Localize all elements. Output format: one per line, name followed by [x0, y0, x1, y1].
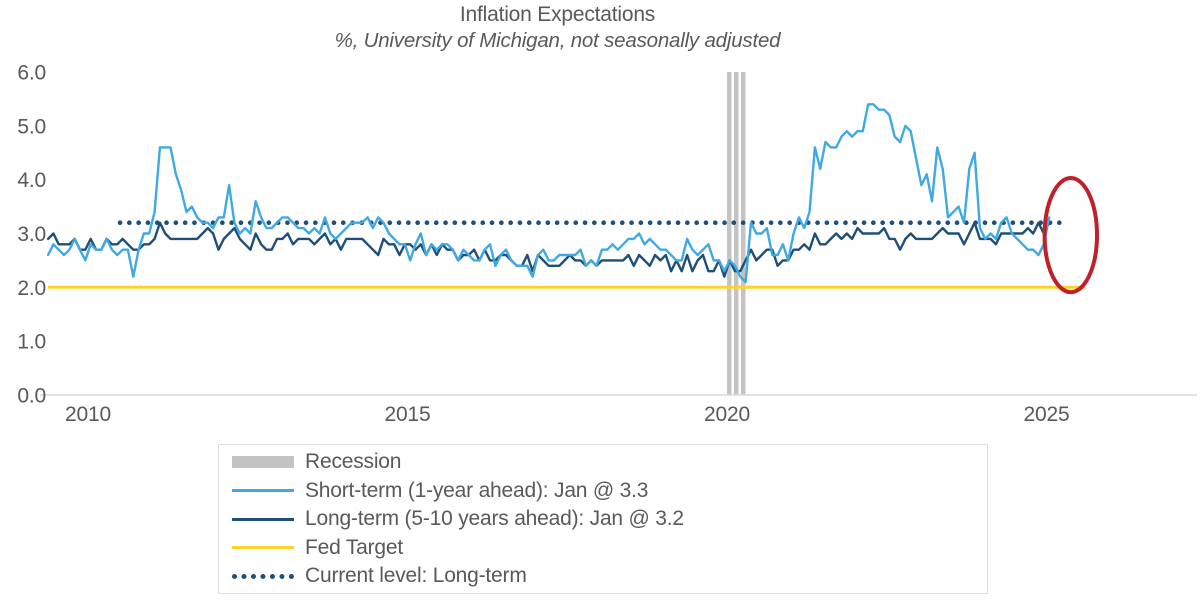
legend-swatch-recession — [232, 456, 294, 469]
short-term-line — [46, 103, 1051, 284]
legend-item-label: Short-term (1-year ahead): Jan @ 3.3 — [305, 478, 649, 502]
legend-item-current-level: Current level: Long-term — [219, 562, 987, 591]
legend-swatch-short-term — [232, 489, 294, 493]
x-tick-label: 2015 — [385, 403, 431, 426]
long-term-line — [46, 221, 1051, 278]
legend-item-label: Recession — [305, 450, 402, 474]
x-tick-label: 2020 — [704, 403, 750, 426]
y-tick-label: 6.0 — [17, 62, 46, 85]
line-swatch — [232, 517, 294, 521]
y-tick-label: 5.0 — [17, 115, 46, 138]
legend-item-fed-target: Fed Target — [219, 534, 987, 563]
legend-swatch-current-level — [232, 573, 294, 579]
y-tick-label: 2.0 — [17, 277, 46, 300]
chart-canvas: 0.0 1.0 2.0 3.0 4.0 5.0 6.0 2010 2015 2020 2025 — [17, 62, 1197, 426]
bar-swatch — [232, 456, 294, 469]
recession-band — [727, 72, 732, 395]
legend-item-short-term: Short-term (1-year ahead): Jan @ 3.3 — [219, 477, 987, 506]
y-tick-label: 3.0 — [17, 223, 46, 246]
line-swatch — [232, 546, 294, 550]
legend-item-label: Current level: Long-term — [305, 564, 527, 588]
legend-item-recession: Recession — [219, 448, 987, 477]
legend-item-label: Fed Target — [305, 535, 404, 559]
legend-swatch-long-term — [232, 517, 294, 521]
recession-band — [741, 72, 746, 395]
legend-item-long-term: Long-term (5-10 years ahead): Jan @ 3.2 — [219, 505, 987, 534]
y-tick-label: 0.0 — [17, 385, 46, 408]
x-tick-label: 2025 — [1024, 403, 1070, 426]
highlight-ellipse — [1042, 176, 1100, 295]
y-tick-label: 4.0 — [17, 169, 46, 192]
legend-item-label: Long-term (5-10 years ahead): Jan @ 3.2 — [305, 507, 684, 531]
y-tick-label: 1.0 — [17, 331, 46, 354]
recession-band — [734, 72, 739, 395]
chart-subtitle: %, University of Michigan, not seasonall… — [334, 29, 781, 52]
line-swatch — [232, 489, 294, 493]
dotted-line-swatch — [232, 573, 294, 579]
chart-title: Inflation Expectations — [459, 3, 656, 26]
x-tick-label: 2010 — [65, 403, 111, 426]
legend-swatch-fed-target — [232, 546, 294, 550]
legend: Recession Short-term (1-year ahead): Jan … — [218, 444, 988, 594]
